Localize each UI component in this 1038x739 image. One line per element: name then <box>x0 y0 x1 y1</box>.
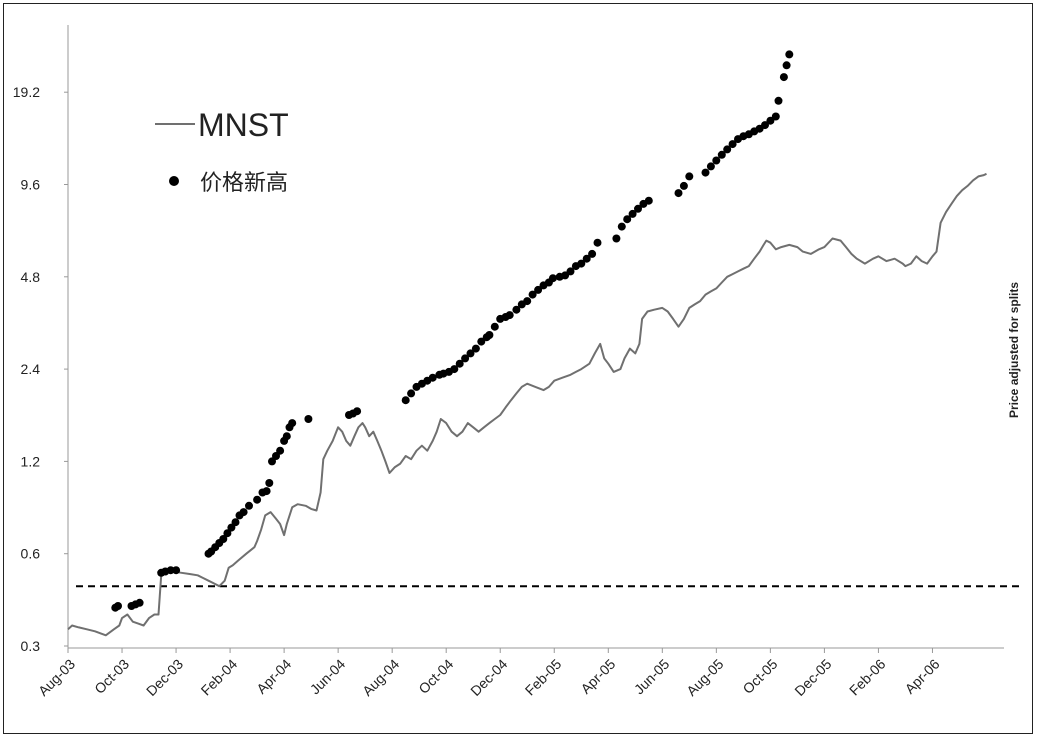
x-tick-label: Feb-05 <box>522 656 565 699</box>
new-high-dot <box>114 602 122 610</box>
new-high-dot <box>717 150 726 159</box>
new-high-dot <box>262 487 271 496</box>
new-high-dot <box>455 359 464 368</box>
new-high-dot <box>566 267 575 276</box>
new-high-dot <box>785 50 794 59</box>
x-tick-label: Jun-05 <box>631 656 673 698</box>
legend: MNST 价格新高 <box>155 107 289 196</box>
new-high-dot <box>577 259 586 268</box>
new-high-dot <box>701 168 710 177</box>
x-axis-ticks: Aug-03 Oct-03 Dec-03 Feb-04 Apr-04 Jun-04 Aug-… <box>35 648 943 699</box>
series-line-mnst <box>67 172 987 637</box>
new-high-dot <box>471 344 480 353</box>
new-high-dot <box>505 311 514 320</box>
new-high-dot <box>774 96 783 105</box>
new-high-dot <box>528 290 537 299</box>
new-high-dot <box>353 407 362 416</box>
x-tick-label: Oct-03 <box>91 656 132 697</box>
x-tick-label: Apr-05 <box>577 656 618 697</box>
new-high-dot <box>461 354 470 363</box>
new-high-dot <box>593 238 602 247</box>
new-high-dot <box>485 331 494 339</box>
x-tick-label: Feb-06 <box>846 656 889 699</box>
new-high-dot <box>223 529 232 538</box>
series-dots-group <box>111 50 794 612</box>
new-high-dot <box>588 249 597 258</box>
axes <box>67 25 1004 649</box>
new-high-dot <box>282 432 291 441</box>
side-note: Price adjusted for splits <box>1007 282 1021 418</box>
new-high-dot <box>782 61 791 70</box>
new-high-dot <box>450 365 459 374</box>
new-high-dot <box>265 479 274 487</box>
new-high-dot <box>766 116 775 125</box>
x-tick-label: Jun-04 <box>307 656 349 698</box>
new-high-dot <box>276 446 285 455</box>
x-tick-label: Dec-05 <box>791 656 834 699</box>
new-high-dot <box>548 274 557 283</box>
legend-dot-label: 价格新高 <box>200 171 288 196</box>
new-high-dot <box>172 566 181 575</box>
new-high-dot <box>466 349 475 358</box>
x-tick-label: Aug-04 <box>359 656 402 699</box>
y-tick-label: 9.6 <box>21 177 41 193</box>
new-high-dot <box>135 598 144 607</box>
x-tick-label: Feb-04 <box>198 656 241 699</box>
y-tick-label: 4.8 <box>21 269 41 285</box>
new-high-dot <box>534 285 543 294</box>
new-high-dot <box>239 508 248 517</box>
new-high-dot <box>628 209 637 218</box>
new-high-dot <box>523 297 532 306</box>
new-high-dot <box>712 156 721 165</box>
new-high-dot <box>401 396 410 405</box>
new-high-dot <box>288 419 297 428</box>
y-tick-label: 0.3 <box>21 638 41 654</box>
new-high-dot <box>771 112 780 121</box>
y-tick-label: 19.2 <box>13 84 40 100</box>
y-axis-ticks: 0.3 0.6 1.2 2.4 4.8 9.6 19.2 <box>13 84 68 654</box>
new-high-dot <box>634 204 642 213</box>
new-high-dot <box>490 322 499 331</box>
new-high-dot <box>477 337 486 346</box>
new-high-dot <box>679 181 688 190</box>
x-tick-label: Oct-05 <box>739 656 780 697</box>
new-high-dot <box>617 222 626 231</box>
new-high-dot <box>219 535 228 543</box>
new-high-dot <box>407 389 416 398</box>
x-tick-label: Apr-06 <box>902 656 943 697</box>
new-high-dot <box>685 172 694 181</box>
new-high-dot <box>706 162 715 171</box>
x-tick-label: Oct-04 <box>415 656 456 697</box>
new-high-dot <box>582 254 591 263</box>
new-high-dot <box>612 234 621 243</box>
legend-line-label: MNST <box>198 107 289 143</box>
new-high-dot <box>674 189 683 198</box>
new-high-dot <box>253 495 262 504</box>
new-high-dot <box>231 518 240 527</box>
x-tick-label: Apr-04 <box>253 656 294 697</box>
new-high-dot <box>644 196 653 205</box>
new-high-dot <box>512 305 521 314</box>
new-high-dot <box>245 501 253 510</box>
new-high-dot <box>428 373 437 382</box>
x-tick-label: Dec-03 <box>143 656 186 699</box>
new-high-dot <box>761 121 769 130</box>
new-high-dot <box>304 415 313 423</box>
series-line-group <box>67 172 987 637</box>
x-tick-label: Dec-04 <box>467 656 510 699</box>
x-tick-label: Aug-03 <box>35 656 78 699</box>
y-tick-label: 2.4 <box>21 361 41 377</box>
legend-dot-swatch <box>169 176 179 186</box>
x-tick-label: Aug-05 <box>683 656 726 699</box>
new-high-dot <box>728 140 737 149</box>
y-tick-label: 1.2 <box>21 453 41 469</box>
new-high-dot <box>723 145 732 154</box>
y-tick-label: 0.6 <box>21 546 41 562</box>
new-high-dot <box>779 73 788 82</box>
new-high-dot <box>623 215 632 224</box>
